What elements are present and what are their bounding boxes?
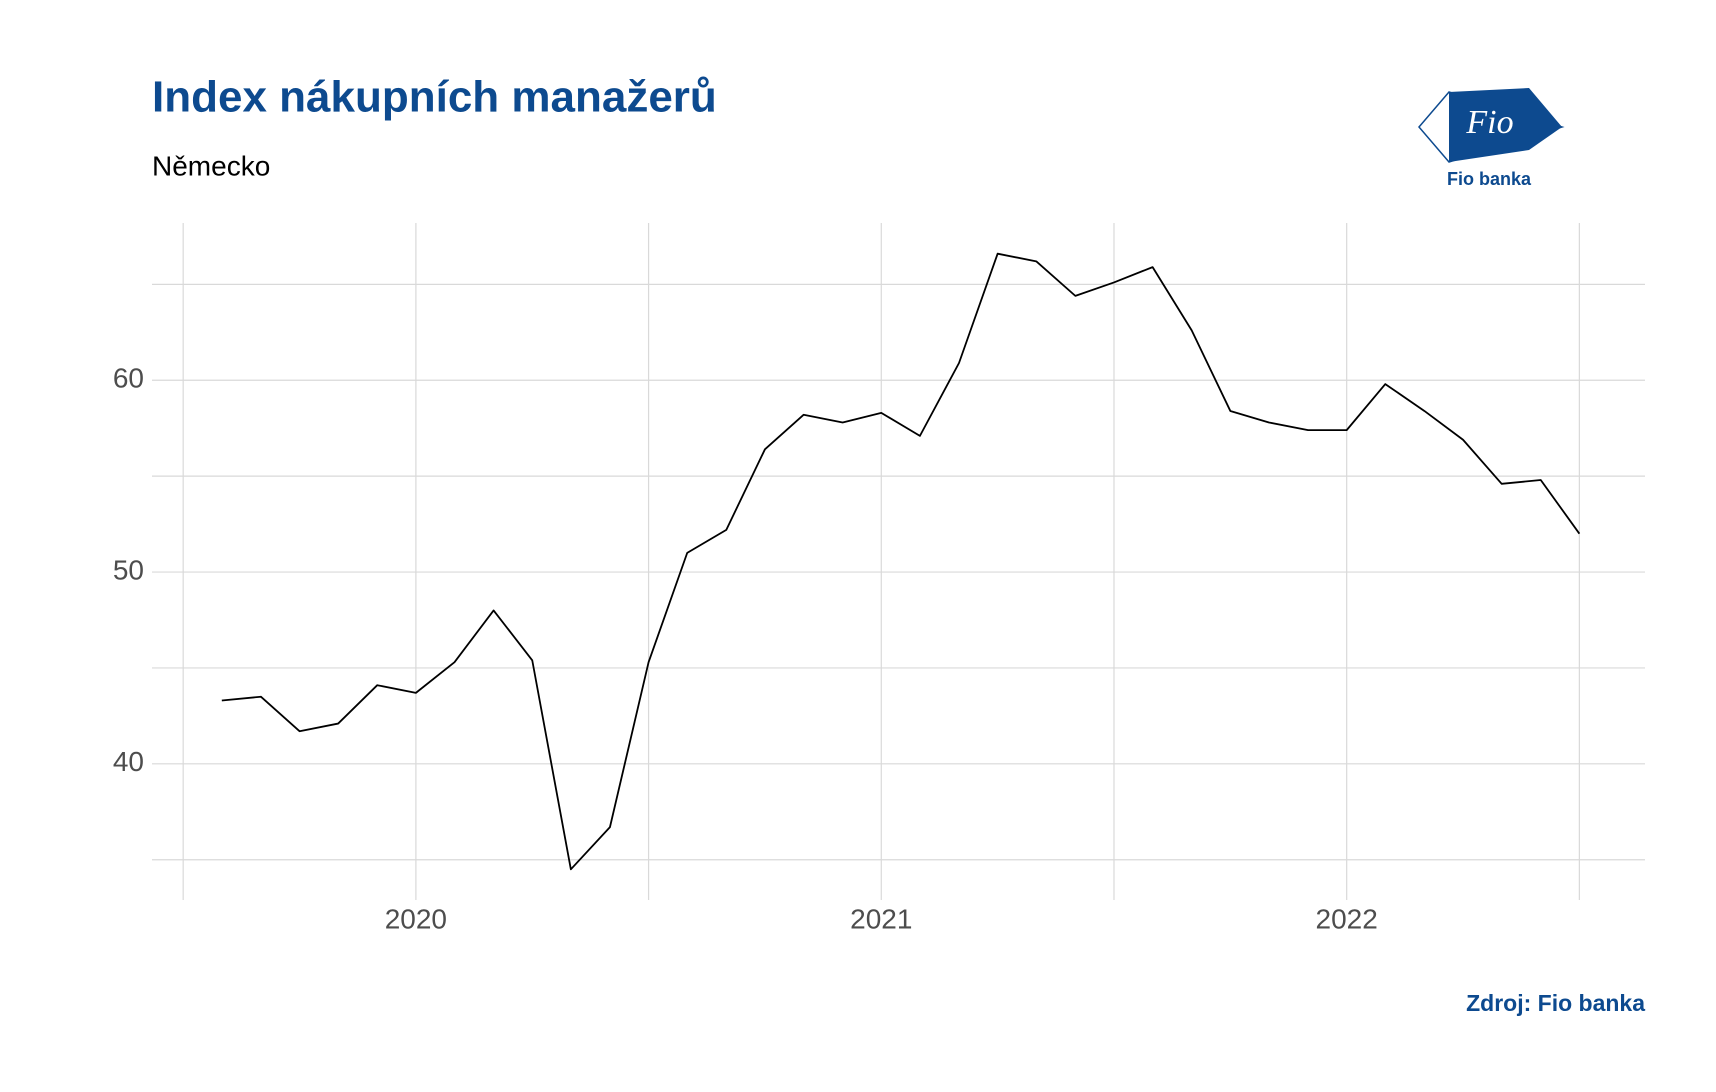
source: Zdroj: Fio banka (1466, 990, 1645, 1016)
y-tick-label: 40 (113, 746, 144, 777)
x-tick-label: 2022 (1316, 903, 1378, 934)
logo-flag (1449, 88, 1562, 162)
chart-subtitle: Německo (152, 150, 270, 181)
x-tick-label: 2021 (850, 903, 912, 934)
logo-name: Fio banka (1447, 169, 1532, 189)
y-tick-label: 60 (113, 363, 144, 394)
line (221, 252, 1581, 871)
logo: Fio Fio banka (1418, 88, 1565, 189)
x-tick-label: 2020 (385, 903, 447, 934)
logo-mark: Fio (1465, 104, 1513, 141)
y-tick-label: 50 (113, 554, 144, 585)
chart-title: Index nákupních manažerů (152, 73, 717, 122)
